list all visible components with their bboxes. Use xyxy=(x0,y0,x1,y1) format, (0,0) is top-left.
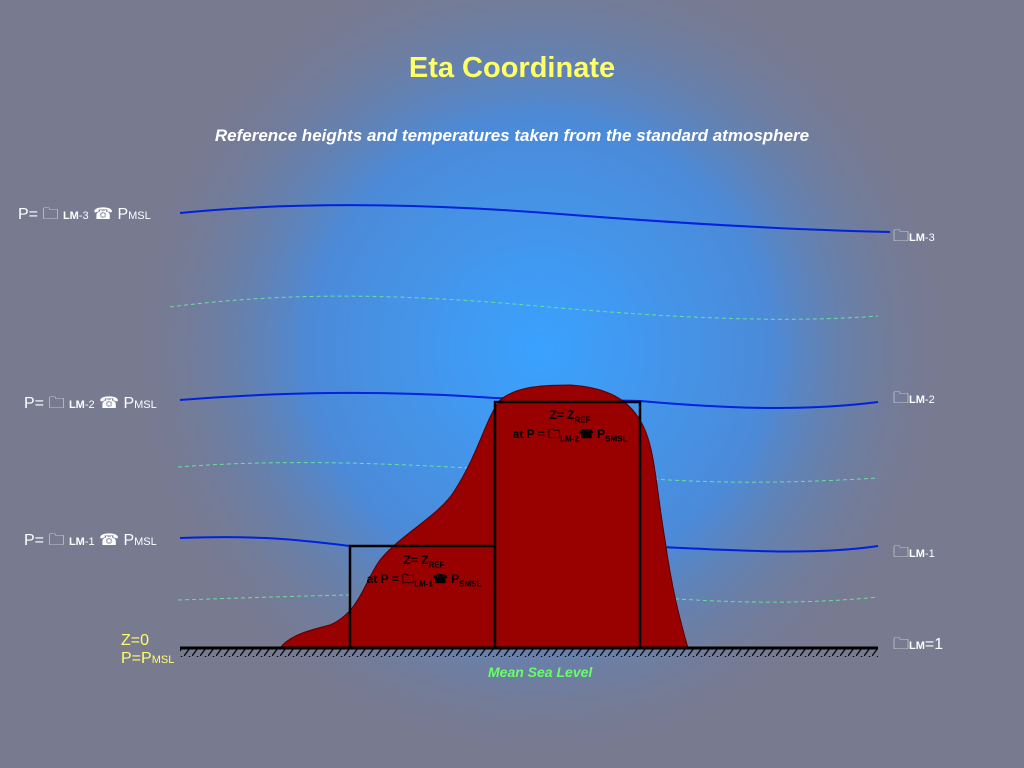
telephone-icon: ☎ xyxy=(578,427,594,442)
right-label-lm-3: 🗀LM-3 xyxy=(893,225,935,252)
telephone-icon: ☎ xyxy=(432,572,448,587)
ground-label: Z=0 P=PMSL xyxy=(121,632,175,667)
telephone-icon: ☎ xyxy=(99,395,119,412)
right-label-lm-1: 🗀LM-1 xyxy=(893,541,935,568)
slide-title: Eta Coordinate xyxy=(408,52,616,84)
folder-icon: 🗀 xyxy=(893,390,910,407)
folder-icon: 🗀 xyxy=(548,427,561,442)
left-label-lm-1: P= 🗀 LM-1 ☎ PMSL xyxy=(24,529,157,556)
dashed-line-middle-left xyxy=(177,462,471,469)
eta-line-lm-3 xyxy=(179,204,891,233)
dashed-line-middle-right xyxy=(639,477,879,483)
left-label-lm-3: P= 🗀 LM-3 ☎ PMSL xyxy=(18,203,151,230)
folder-icon: 🗀 xyxy=(893,636,910,653)
folder-icon: 🗀 xyxy=(48,395,65,412)
step-box-lm-2 xyxy=(493,400,642,648)
telephone-icon: ☎ xyxy=(93,206,113,223)
dashed-line-upper xyxy=(169,295,879,320)
mountain-shape xyxy=(278,384,689,649)
right-label-lm-2: 🗀LM-2 xyxy=(893,387,935,414)
eta-line-lm-2 xyxy=(179,391,879,410)
caption-box-lm-2: Z= ZREF at P = 🗀LM-2☎ PSMSL xyxy=(512,408,628,444)
caption-box-lm-1: Z= ZREF at P = 🗀LM-1☎ PSMSL xyxy=(366,553,482,589)
folder-icon: 🗀 xyxy=(402,572,415,587)
mean-sea-level-label: Mean Sea Level xyxy=(488,664,593,680)
step-box-lm-1 xyxy=(348,544,495,648)
ground-hatch xyxy=(180,649,878,657)
dashed-line-lower-left xyxy=(177,594,351,601)
folder-icon: 🗀 xyxy=(48,532,65,549)
folder-icon: 🗀 xyxy=(893,544,910,561)
folder-icon: 🗀 xyxy=(42,206,59,223)
left-label-lm-2: P= 🗀 LM-2 ☎ PMSL xyxy=(24,392,157,419)
folder-icon: 🗀 xyxy=(893,228,910,245)
telephone-icon: ☎ xyxy=(99,532,119,549)
right-label-lm-surface: 🗀LM=1 xyxy=(893,633,943,660)
slide-subtitle: Reference heights and temperatures taken… xyxy=(214,126,810,145)
dashed-line-lower-right xyxy=(639,595,879,603)
